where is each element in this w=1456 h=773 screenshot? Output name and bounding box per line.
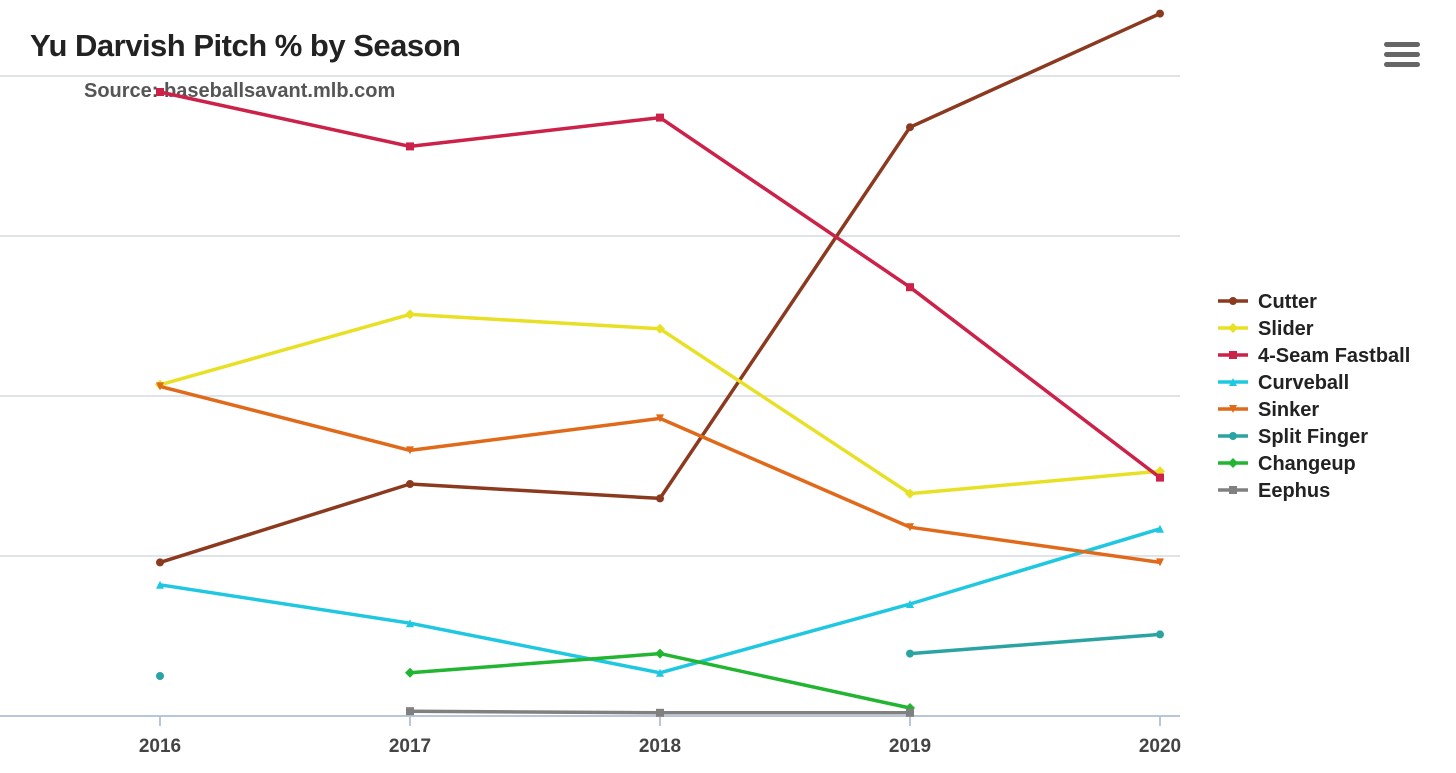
series-4-seam-fastball [156, 88, 1164, 482]
legend-label-curveball: Curveball [1258, 372, 1349, 394]
legend-marker-split-finger [1229, 432, 1237, 440]
data-point-split-finger [906, 649, 914, 658]
series-line-changeup [408, 651, 912, 710]
legend-label-eephus: Eephus [1258, 480, 1330, 502]
x-tick-label: 2019 [889, 736, 931, 757]
series-line-cutter [158, 11, 1162, 565]
legend-label-cutter: Cutter [1258, 291, 1317, 313]
data-point-cutter [1156, 9, 1164, 18]
legend-item-changeup[interactable]: Changeup [1218, 453, 1356, 475]
data-point-sinker [656, 414, 664, 423]
legend-item-split-finger[interactable]: Split Finger [1218, 426, 1368, 448]
data-point-4-seam-fastball [156, 88, 164, 96]
data-point-sinker [1156, 558, 1164, 567]
hamburger-menu-icon[interactable] [1384, 42, 1420, 70]
data-point-curveball [406, 619, 414, 628]
series-slider [155, 309, 1165, 499]
legend: Cutter Slider 4-Seam Fastball Curveball Sink… [1218, 291, 1410, 502]
series-changeup [405, 648, 915, 713]
legend-marker-cutter [1229, 297, 1237, 305]
x-tick-label: 2020 [1139, 736, 1181, 757]
data-point-slider [905, 488, 915, 499]
x-tick-label: 2016 [139, 736, 181, 757]
data-point-eephus [906, 708, 914, 717]
data-point-sinker [906, 523, 914, 532]
legend-label-slider: Slider [1258, 318, 1314, 340]
series-line-split-finger [908, 632, 1162, 656]
series-split-finger [156, 630, 1164, 680]
legend-marker-slider [1228, 323, 1238, 333]
x-tick-label: 2017 [389, 736, 431, 757]
data-point-changeup [655, 648, 665, 659]
series-lines [155, 9, 1165, 717]
data-point-cutter [406, 480, 414, 488]
x-tick-label: 2018 [639, 736, 681, 757]
data-point-slider [405, 309, 415, 320]
legend-label-sinker: Sinker [1258, 399, 1319, 421]
legend-item-slider[interactable]: Slider [1218, 318, 1314, 340]
data-point-changeup [405, 667, 415, 678]
legend-label-changeup: Changeup [1258, 453, 1356, 475]
data-point-4-seam-fastball [406, 142, 414, 151]
chart-title: Yu Darvish Pitch % by Season [30, 28, 461, 63]
legend-item-curveball[interactable]: Curveball [1218, 372, 1349, 394]
x-axis: 2016 2017 2018 2019 2020 [0, 715, 1181, 757]
data-point-split-finger [156, 672, 164, 680]
data-point-eephus [406, 707, 414, 716]
series-line-slider [158, 312, 1162, 496]
series-line-sinker [158, 384, 1162, 565]
data-point-4-seam-fastball [906, 283, 914, 292]
chart-subtitle: Source: baseballsavant.mlb.com [84, 80, 396, 102]
data-point-curveball [156, 580, 164, 589]
legend-item-sinker[interactable]: Sinker [1218, 399, 1319, 421]
legend-marker-sinker [1229, 405, 1237, 413]
series-curveball [156, 524, 1164, 677]
legend-marker-changeup [1228, 458, 1238, 468]
data-point-cutter [156, 558, 164, 567]
data-point-cutter [906, 123, 914, 132]
data-point-split-finger [1156, 630, 1164, 639]
legend-item-cutter[interactable]: Cutter [1218, 291, 1317, 313]
data-point-4-seam-fastball [656, 113, 664, 122]
data-point-curveball [906, 600, 914, 608]
data-point-sinker [156, 382, 164, 391]
legend-label-split-finger: Split Finger [1258, 426, 1368, 448]
data-point-curveball [1156, 524, 1164, 533]
legend-label-4-seam-fastball: 4-Seam Fastball [1258, 345, 1410, 367]
data-point-sinker [406, 446, 414, 455]
legend-marker-eephus [1229, 486, 1237, 494]
series-sinker [156, 382, 1164, 567]
data-point-eephus [656, 708, 664, 717]
data-point-slider [655, 323, 665, 334]
data-point-4-seam-fastball [1156, 473, 1164, 482]
series-eephus [406, 707, 914, 717]
legend-item-eephus[interactable]: Eephus [1218, 480, 1330, 502]
series-cutter [156, 9, 1164, 567]
data-point-curveball [656, 668, 664, 677]
legend-marker-curveball [1229, 378, 1237, 386]
legend-marker-4-seam-fastball [1229, 351, 1237, 359]
legend-item-4-seam-fastball[interactable]: 4-Seam Fastball [1218, 345, 1410, 367]
data-point-cutter [656, 494, 664, 503]
